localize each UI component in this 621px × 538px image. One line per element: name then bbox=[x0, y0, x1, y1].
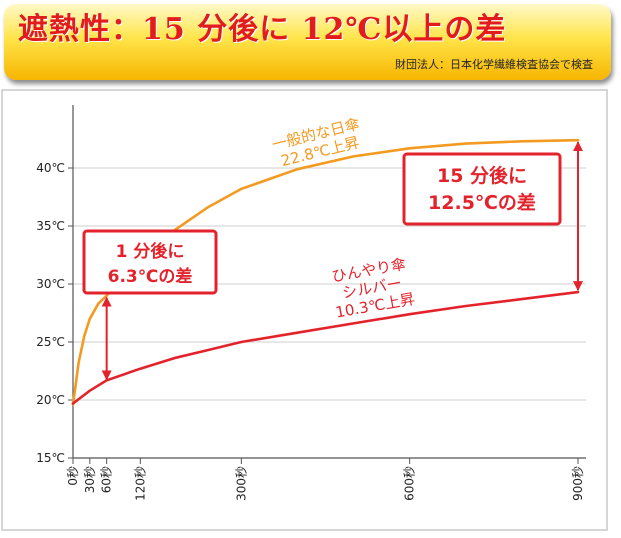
banner-subtitle: 財団法人：日本化学繊維検査協会で検査 bbox=[395, 58, 593, 71]
y-tick-label: 35℃ bbox=[36, 219, 65, 233]
x-tick-label: 30秒 bbox=[83, 466, 97, 493]
x-tick-label: 900秒 bbox=[571, 466, 585, 501]
diff-label-line: 15 分後に bbox=[437, 164, 527, 187]
diff-label-line: 1 分後に bbox=[116, 241, 185, 262]
axes: 15℃ 20℃ 25℃ 30℃ 35℃ 40℃ 0秒 30秒 60秒 120秒 300秒 600秒 90… bbox=[36, 105, 586, 501]
x-tick-label: 300秒 bbox=[234, 466, 248, 501]
diff-label-line: 12.5℃の差 bbox=[428, 191, 536, 214]
y-tick-label: 40℃ bbox=[36, 161, 65, 175]
y-tick-label: 25℃ bbox=[36, 335, 65, 349]
y-tick-label: 30℃ bbox=[36, 277, 65, 291]
y-tick-label: 15℃ bbox=[36, 451, 65, 465]
diff-label-line: 6.3℃の差 bbox=[108, 266, 193, 287]
x-tick-label: 600秒 bbox=[403, 466, 417, 501]
y-tick-label: 20℃ bbox=[36, 393, 65, 407]
banner-title: 遮熱性：15 分後に 12℃以上の差 bbox=[18, 12, 507, 47]
diff-box-diff60 bbox=[82, 229, 218, 295]
difference-annotations: 1 分後に 6.3℃の差 15 分後に 12.5℃の差 bbox=[82, 141, 583, 381]
diff-box-diff900 bbox=[402, 152, 562, 226]
title-banner: 遮熱性：15 分後に 12℃以上の差 財団法人：日本化学繊維検査協会で検査 bbox=[4, 4, 611, 80]
x-tick-label: 0秒 bbox=[66, 466, 80, 486]
temperature-chart: 15℃ 20℃ 25℃ 30℃ 35℃ 40℃ 0秒 30秒 60秒 120秒 300秒 600秒 90… bbox=[1, 89, 608, 531]
x-tick-label: 120秒 bbox=[133, 466, 147, 501]
x-tick-label: 60秒 bbox=[100, 466, 114, 493]
